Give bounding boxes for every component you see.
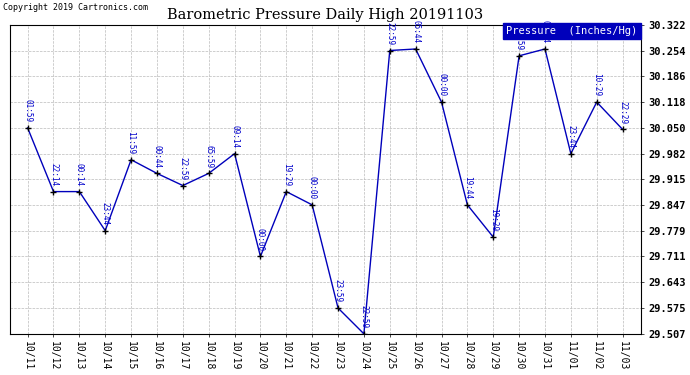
Text: 23:59: 23:59 (333, 279, 342, 303)
Text: 00:00: 00:00 (308, 176, 317, 200)
Text: 00:44: 00:44 (152, 145, 161, 168)
Text: 22:14: 22:14 (49, 163, 58, 186)
Text: 00:00: 00:00 (437, 74, 446, 96)
Text: 01:59: 01:59 (23, 99, 32, 122)
Text: 11:59: 11:59 (126, 131, 136, 154)
Text: 09:14: 09:14 (230, 125, 239, 148)
Text: 01:14: 01:14 (540, 20, 549, 44)
Text: 22:59: 22:59 (515, 27, 524, 50)
Text: 22:59: 22:59 (359, 305, 368, 328)
Text: 22:59: 22:59 (385, 22, 394, 45)
Text: 10:29: 10:29 (592, 74, 601, 96)
Text: 05:44: 05:44 (411, 20, 420, 44)
Text: 65:59: 65:59 (204, 145, 213, 168)
Text: 22:29: 22:29 (618, 101, 627, 124)
Title: Barometric Pressure Daily High 20191103: Barometric Pressure Daily High 20191103 (167, 8, 483, 22)
Text: 19:44: 19:44 (463, 176, 472, 200)
Text: Pressure  (Inches/Hg): Pressure (Inches/Hg) (506, 26, 638, 36)
Text: 19:29: 19:29 (489, 209, 497, 231)
Text: 22:59: 22:59 (178, 157, 187, 180)
Text: 23:44: 23:44 (101, 202, 110, 225)
Text: 23:44: 23:44 (566, 125, 575, 148)
Text: 19:29: 19:29 (282, 163, 290, 186)
Text: 00:00: 00:00 (256, 228, 265, 251)
Text: 00:14: 00:14 (75, 163, 84, 186)
Text: Copyright 2019 Cartronics.com: Copyright 2019 Cartronics.com (3, 3, 148, 12)
